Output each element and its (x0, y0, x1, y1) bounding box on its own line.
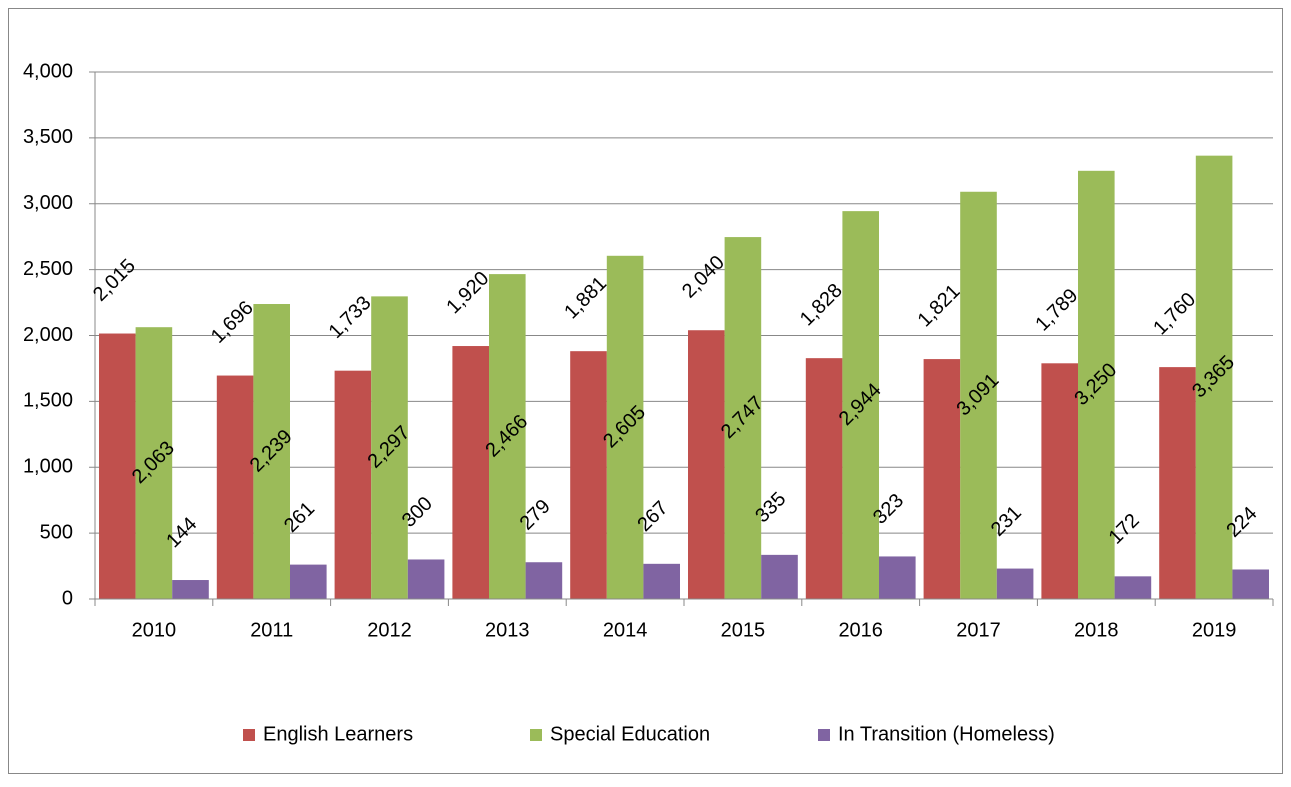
bar (172, 580, 209, 599)
bar (525, 562, 563, 599)
bar (1114, 576, 1152, 599)
x-tick-label: 2011 (250, 619, 293, 641)
bar (1159, 367, 1196, 599)
y-tick-label: 1,500 (23, 390, 73, 412)
legend-label: In Transition (Homeless) (838, 723, 1055, 745)
x-tick-label: 2014 (603, 619, 648, 641)
x-tick-label: 2018 (1074, 619, 1119, 641)
bar (452, 346, 489, 599)
bar (1232, 569, 1269, 599)
bar (489, 274, 526, 599)
bar (960, 191, 997, 600)
bar (879, 556, 916, 599)
x-tick-label: 2015 (721, 619, 766, 641)
x-tick-label: 2012 (367, 619, 412, 641)
legend-label: English Learners (263, 723, 413, 745)
bar (643, 563, 680, 599)
bar (606, 255, 644, 599)
y-tick-label: 500 (40, 521, 73, 543)
bar (253, 304, 290, 599)
bar (805, 358, 843, 599)
y-tick-label: 3,500 (23, 126, 73, 148)
y-tick-label: 0 (62, 587, 73, 609)
x-tick-label: 2019 (1192, 619, 1237, 641)
bar (290, 564, 327, 599)
bar (1041, 363, 1078, 599)
x-tick-label: 2010 (132, 619, 177, 641)
bar (724, 237, 762, 599)
y-tick-label: 4,000 (23, 60, 73, 82)
bar (761, 554, 798, 599)
bar (371, 296, 408, 599)
bar (135, 327, 173, 599)
legend-swatch (243, 729, 255, 741)
bar (996, 568, 1034, 599)
y-tick-label: 1,000 (23, 456, 73, 478)
bar (407, 559, 445, 599)
bar (1078, 170, 1115, 599)
bar (334, 370, 372, 599)
bar (570, 351, 607, 599)
bar (216, 375, 254, 599)
legend-label: Special Education (550, 723, 710, 745)
y-tick-label: 3,000 (23, 192, 73, 214)
bar (842, 211, 879, 600)
bar (923, 359, 961, 599)
x-tick-label: 2017 (956, 619, 1001, 641)
legend-swatch (530, 729, 542, 741)
bar (99, 333, 136, 599)
legend-swatch (818, 729, 830, 741)
x-tick-label: 2016 (838, 619, 883, 641)
bar (1195, 155, 1233, 599)
bar (688, 330, 725, 599)
y-tick-label: 2,500 (23, 258, 73, 280)
x-tick-label: 2013 (485, 619, 530, 641)
y-tick-label: 2,000 (23, 324, 73, 346)
